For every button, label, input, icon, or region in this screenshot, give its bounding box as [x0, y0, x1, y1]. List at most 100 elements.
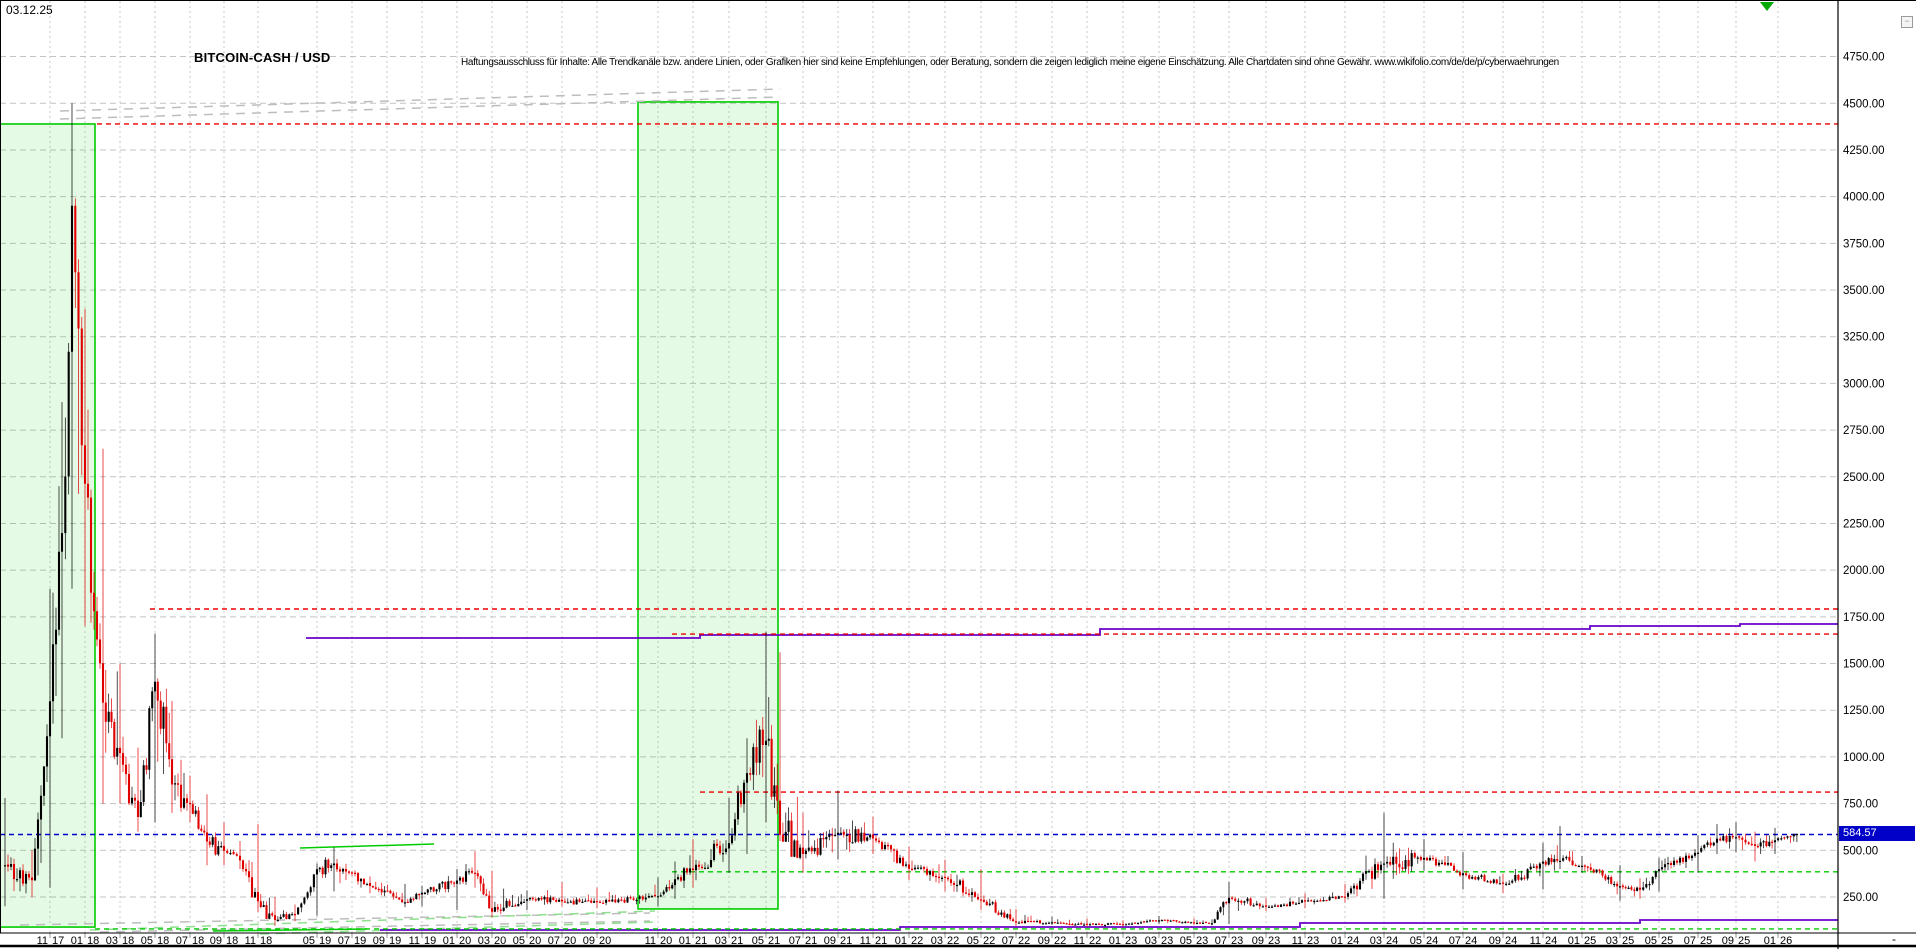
x-axis-label-year: 24: [1426, 935, 1438, 947]
disclaimer-text: Haftungsausschluss für Inhalte: Alle Tre…: [461, 57, 1559, 68]
x-axis-label-month: 11: [37, 935, 48, 947]
x-axis-label-year: 22: [1054, 935, 1066, 947]
x-axis-label-month: 09: [1038, 935, 1050, 947]
x-axis-label-year: 19: [319, 935, 331, 947]
y-axis-label: 4750.00: [1843, 52, 1885, 64]
x-axis-label-year: 25: [1738, 935, 1750, 947]
x-axis-label-month: 03: [1145, 935, 1157, 947]
x-axis-label-year: 18: [192, 935, 204, 947]
x-axis-label-year: 22: [983, 935, 995, 947]
green-minor-trend: [299, 843, 435, 849]
x-axis-label-year: 21: [695, 935, 707, 947]
x-axis-label-month: 07: [1684, 935, 1696, 947]
x-axis-label-month: 11: [1292, 935, 1303, 947]
x-axis-label-month: 07: [548, 935, 560, 947]
chart-title: BITCOIN-CASH / USD: [194, 50, 331, 65]
x-axis-label-year: 20: [564, 935, 576, 947]
x-axis-label-year: 21: [840, 935, 852, 947]
y-axis-label: 1750.00: [1843, 612, 1885, 624]
x-axis-label-month: 11: [245, 935, 256, 947]
x-axis-label-month: 11: [860, 935, 871, 947]
x-axis-label-year: 22: [911, 935, 923, 947]
x-axis-label-month: 11: [1074, 935, 1085, 947]
green-box-2017-spike: [0, 123, 96, 928]
x-axis-label-year: 23: [1196, 935, 1208, 947]
y-axis-label: 3750.00: [1843, 238, 1885, 250]
current-price-badge: 584.57: [1839, 826, 1915, 841]
x-axis-label-year: 23: [1161, 935, 1173, 947]
x-axis-label-month: 01: [1568, 935, 1580, 947]
x-axis-label-year: 24: [1505, 935, 1517, 947]
x-axis-label-month: 11: [1530, 935, 1541, 947]
x-axis-label-year: 22: [1018, 935, 1030, 947]
x-axis-label-year: 21: [805, 935, 817, 947]
candles-up-bodies: [3, 205, 1798, 927]
y-axis-label: 1250.00: [1843, 705, 1885, 717]
y-axis-label: 4500.00: [1843, 98, 1885, 110]
x-axis-label-year: 19: [389, 935, 401, 947]
zoom-out-icon[interactable]: -: [1892, 932, 1896, 946]
x-axis-label-year: 19: [354, 935, 366, 947]
x-axis-label-month: 01: [1764, 935, 1776, 947]
y-axis-label: 750.00: [1843, 799, 1878, 811]
x-axis-label-year: 18: [260, 935, 272, 947]
candles-down-bodies: [6, 205, 1792, 926]
x-axis-label-year: 20: [599, 935, 611, 947]
x-axis-label-year: 20: [494, 935, 506, 947]
gray-upper-channel-1: [59, 88, 781, 112]
x-axis-label-year: 24: [1347, 935, 1359, 947]
minimize-icon[interactable]: −: [1901, 16, 1913, 28]
x-axis-label-month: 03: [1606, 935, 1618, 947]
x-axis-label-year: 24: [1545, 935, 1557, 947]
x-axis-label-year: 18: [157, 935, 169, 947]
x-axis-label-year: 18: [226, 935, 238, 947]
x-axis-label-month: 09: [1489, 935, 1501, 947]
x-axis-label-year: 18: [122, 935, 134, 947]
x-axis-label-month: 09: [583, 935, 595, 947]
x-axis-label-year: 25: [1661, 935, 1673, 947]
x-axis-label-year: 20: [660, 935, 672, 947]
x-axis-label-year: 21: [731, 935, 743, 947]
lightgreen-wedge-2: [259, 921, 656, 935]
purple-resistance-stepped: [306, 623, 1838, 639]
x-axis-label-year: 17: [52, 935, 64, 947]
y-axis-label: 2750.00: [1843, 425, 1885, 437]
x-axis-label-year: 22: [947, 935, 959, 947]
x-axis-label-year: 23: [1231, 935, 1243, 947]
gray-lower-channel-2: [99, 920, 651, 933]
y-axis-label: 1500.00: [1843, 659, 1885, 671]
y-axis-label: 3000.00: [1843, 378, 1885, 390]
x-axis-label-month: 03: [106, 935, 118, 947]
x-axis-label-month: 05: [303, 935, 315, 947]
x-axis-label-year: 25: [1622, 935, 1634, 947]
x-axis-label-year: 20: [529, 935, 541, 947]
x-axis-label-month: 07: [1215, 935, 1227, 947]
x-axis-label-month: 01: [679, 935, 691, 947]
x-axis-label-month: 07: [176, 935, 188, 947]
y-axis-label: 2250.00: [1843, 518, 1885, 530]
x-axis-label-year: 25: [1700, 935, 1712, 947]
x-axis-label-month: 05: [1180, 935, 1192, 947]
gray-upper-channel-2: [59, 96, 781, 120]
x-axis-label-month: 11: [645, 935, 656, 947]
x-axis-label-month: 03: [715, 935, 727, 947]
x-axis-label-month: 09: [824, 935, 836, 947]
x-axis-label-year: 23: [1268, 935, 1280, 947]
x-axis-label-month: 05: [513, 935, 525, 947]
x-axis-label-year: 21: [875, 935, 887, 947]
x-axis-label-month: 03: [478, 935, 490, 947]
x-axis-label-year: 25: [1584, 935, 1596, 947]
green-marker-icon: [1760, 2, 1774, 11]
x-axis-label-month: 11: [409, 935, 420, 947]
y-axis-label: 2500.00: [1843, 472, 1885, 484]
y-axis-label: 1000.00: [1843, 752, 1885, 764]
x-axis-label-year: 21: [768, 935, 780, 947]
y-axis-label: 3500.00: [1843, 285, 1885, 297]
x-axis-label-month: 05: [1645, 935, 1657, 947]
x-axis-label-month: 03: [1370, 935, 1382, 947]
x-axis-label-year: 23: [1307, 935, 1319, 947]
x-axis-label-year: 19: [424, 935, 436, 947]
x-axis-label-month: 09: [1252, 935, 1264, 947]
